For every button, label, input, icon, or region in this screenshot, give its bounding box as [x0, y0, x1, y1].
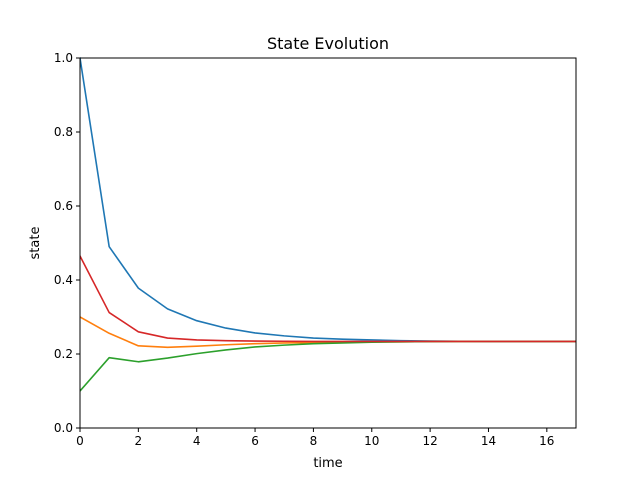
chart-title: State Evolution	[267, 34, 389, 53]
y-tick-label: 0.6	[54, 199, 73, 213]
x-tick-label: 10	[364, 434, 379, 448]
y-axis-ticks: 0.0 0.2 0.4 0.6 0.8 1.0	[54, 51, 80, 435]
y-tick-label: 0.0	[54, 421, 73, 435]
x-tick-label: 12	[422, 434, 437, 448]
x-tick-label: 2	[135, 434, 143, 448]
series-line-3	[80, 340, 576, 393]
y-tick-label: 0.2	[54, 347, 73, 361]
series-line-4	[80, 254, 576, 343]
x-axis-label: time	[313, 456, 342, 471]
plot-area-frame	[79, 57, 577, 429]
series-line-1	[80, 57, 576, 343]
x-tick-label: 6	[251, 434, 259, 448]
y-tick-label: 0.8	[54, 125, 73, 139]
x-tick-label: 8	[310, 434, 318, 448]
y-axis-label: state	[28, 227, 43, 260]
x-tick-label: 14	[481, 434, 496, 448]
x-tick-label: 0	[76, 434, 84, 448]
y-tick-label: 0.4	[54, 273, 73, 287]
x-tick-label: 16	[539, 434, 554, 448]
series-layer	[80, 57, 576, 393]
y-tick-label: 1.0	[54, 51, 73, 65]
x-axis-ticks: 0 2 4 6 8 10 12 14 16	[76, 428, 554, 448]
x-tick-label: 4	[193, 434, 201, 448]
